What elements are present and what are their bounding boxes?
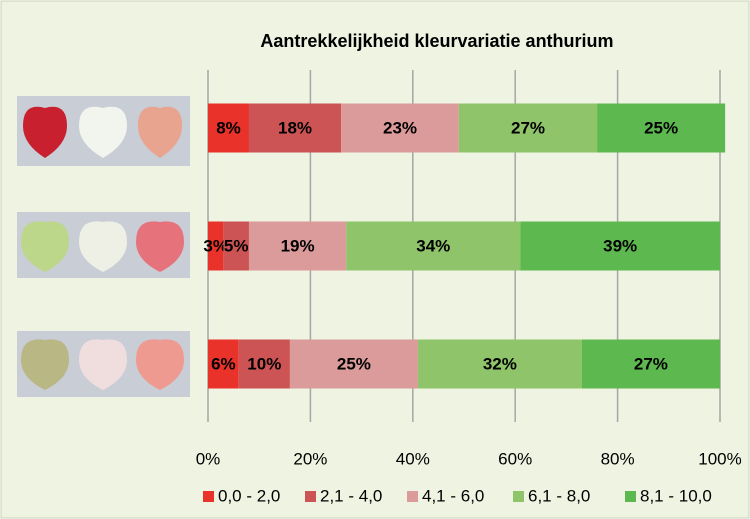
x-tick-label: 20% — [293, 449, 327, 468]
data-label: 39% — [603, 236, 637, 255]
flower — [21, 339, 69, 390]
flower — [136, 221, 184, 272]
bar-segment — [208, 221, 224, 271]
bar-segment — [341, 103, 459, 153]
legend-label: 2,1 - 4,0 — [320, 486, 382, 505]
data-label: 3% — [203, 236, 228, 255]
data-label: 10% — [247, 354, 281, 373]
bar-segment — [581, 339, 720, 389]
bar-segment — [208, 339, 239, 389]
legend-label: 0,0 - 2,0 — [218, 486, 280, 505]
legend-label: 4,1 - 6,0 — [422, 486, 484, 505]
bar-segment — [223, 221, 249, 271]
x-tick-label: 60% — [498, 449, 532, 468]
legend-swatch — [625, 491, 636, 502]
legend-swatch — [305, 491, 316, 502]
flower — [136, 339, 184, 390]
data-label: 27% — [634, 354, 668, 373]
bar-segment — [248, 221, 347, 271]
data-label: 32% — [483, 354, 517, 373]
flower — [79, 106, 127, 158]
data-label: 23% — [383, 118, 417, 137]
bar-segment — [346, 221, 521, 271]
data-label: 18% — [278, 118, 312, 137]
x-tick-label: 80% — [601, 449, 635, 468]
legend-swatch — [203, 491, 214, 502]
flower — [21, 221, 69, 272]
legend-swatch — [513, 491, 524, 502]
bar-segment — [248, 103, 342, 153]
bar-segment — [520, 221, 720, 271]
legend-swatch — [407, 491, 418, 502]
flower — [79, 339, 127, 390]
x-tick-label: 0% — [196, 449, 221, 468]
bar-segment — [238, 339, 290, 389]
data-label: 6% — [211, 354, 236, 373]
bar-segment — [458, 103, 598, 153]
bar-segment — [597, 103, 726, 153]
chart-title: Aantrekkelijkheid kleurvariatie anthuriu… — [260, 31, 613, 51]
data-label: 25% — [337, 354, 371, 373]
legend-label: 8,1 - 10,0 — [640, 486, 712, 505]
flower-images — [17, 96, 190, 397]
data-label: 25% — [644, 118, 678, 137]
data-label: 5% — [224, 236, 249, 255]
data-label: 8% — [216, 118, 241, 137]
bar-segment — [208, 103, 249, 153]
flower — [79, 221, 127, 272]
data-label: 27% — [511, 118, 545, 137]
x-tick-label: 100% — [698, 449, 741, 468]
legend-label: 6,1 - 8,0 — [528, 486, 590, 505]
flower — [23, 106, 67, 158]
x-tick-label: 40% — [396, 449, 430, 468]
flower — [138, 106, 182, 158]
bar-segment — [417, 339, 582, 389]
bar-segment — [289, 339, 418, 389]
data-label: 19% — [281, 236, 315, 255]
data-label: 34% — [416, 236, 450, 255]
